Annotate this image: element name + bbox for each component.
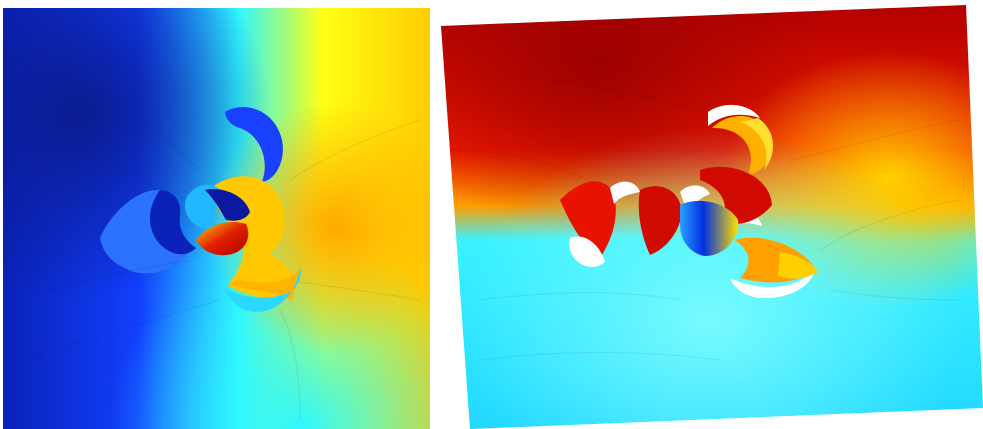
left-hook-top [225, 107, 283, 182]
left-blade-left [100, 189, 190, 274]
right-void-bottom [730, 270, 815, 299]
left-center-dark [205, 189, 250, 221]
left-panel [3, 8, 430, 429]
right-void-mid [610, 181, 640, 204]
right-red-band [700, 166, 772, 225]
left-hook-bottom [225, 268, 301, 312]
left-yellow-tail [228, 268, 301, 300]
right-red-lobe-left [560, 181, 616, 258]
right-void-top [708, 104, 760, 126]
right-center-blob [680, 200, 739, 256]
right-panel [441, 5, 983, 429]
left-center-red [196, 221, 249, 256]
right-void-left [569, 236, 605, 267]
right-red-lobe-mid [638, 186, 682, 255]
